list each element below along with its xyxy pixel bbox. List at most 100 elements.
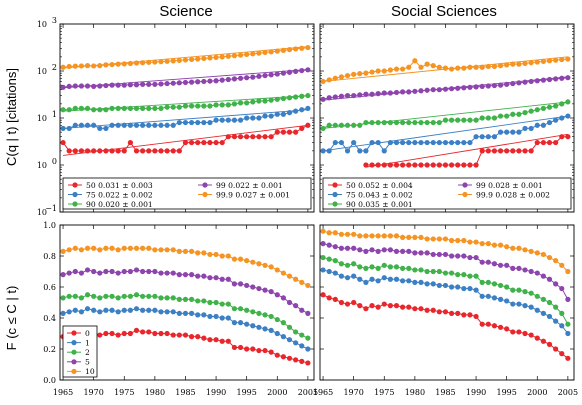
data-point xyxy=(448,237,455,244)
data-point xyxy=(540,310,546,316)
data-point xyxy=(393,303,400,309)
data-point xyxy=(497,82,504,88)
data-point xyxy=(231,256,238,262)
data-point xyxy=(256,310,262,316)
data-point xyxy=(78,83,85,89)
y-tick-label: 0.0 xyxy=(43,376,56,385)
data-point xyxy=(565,113,571,119)
data-point xyxy=(448,270,455,276)
data-point xyxy=(369,162,375,168)
data-point xyxy=(66,83,72,90)
data-point xyxy=(60,310,66,316)
data-point xyxy=(262,113,268,119)
data-point xyxy=(274,71,280,77)
data-point xyxy=(344,245,351,251)
data-point xyxy=(546,58,553,64)
data-point xyxy=(115,332,121,338)
data-point xyxy=(299,307,305,313)
plot-frame xyxy=(59,23,315,213)
legend-swatch-marker xyxy=(462,191,468,198)
data-point xyxy=(146,268,152,275)
data-point xyxy=(109,293,115,299)
data-point xyxy=(66,148,72,154)
plot-frame xyxy=(59,224,315,381)
data-point xyxy=(546,341,553,347)
data-point xyxy=(188,103,195,109)
data-point xyxy=(406,248,412,254)
data-point xyxy=(412,119,418,126)
data-point xyxy=(497,148,504,154)
data-point xyxy=(176,119,182,126)
data-point xyxy=(250,99,256,105)
data-point xyxy=(320,292,326,298)
data-point xyxy=(140,81,146,87)
data-point xyxy=(534,270,540,276)
data-point xyxy=(286,95,293,101)
data-point xyxy=(381,262,387,268)
data-point xyxy=(213,102,219,108)
data-point xyxy=(430,87,436,93)
data-point xyxy=(213,313,219,320)
y-tick-label: 10 xyxy=(37,161,47,170)
data-point xyxy=(504,81,510,87)
data-point xyxy=(237,320,244,326)
data-point xyxy=(286,273,293,279)
data-point xyxy=(363,70,369,76)
data-point xyxy=(473,64,479,70)
data-point xyxy=(244,115,250,121)
data-point xyxy=(103,125,109,132)
data-point xyxy=(369,247,375,253)
legend-label-99: 99 0.028 ± 0.001 xyxy=(476,181,543,190)
data-point xyxy=(412,139,418,146)
data-point xyxy=(244,51,250,58)
data-point xyxy=(91,307,97,313)
data-point xyxy=(344,72,351,79)
data-point xyxy=(176,104,182,110)
data-point xyxy=(344,301,351,307)
data-point xyxy=(406,304,412,310)
data-point xyxy=(268,313,274,320)
data-point xyxy=(195,312,201,318)
x-tick-label: 1970 xyxy=(83,388,103,397)
data-point xyxy=(320,148,326,154)
data-point xyxy=(479,83,485,90)
data-point xyxy=(559,134,565,140)
x-tick-label: 1985 xyxy=(435,388,455,397)
data-point xyxy=(84,306,91,312)
data-point xyxy=(473,254,479,261)
data-point xyxy=(473,134,479,140)
data-point xyxy=(97,332,103,338)
data-point xyxy=(491,115,498,121)
data-point xyxy=(164,330,170,337)
data-point xyxy=(256,115,262,121)
data-point xyxy=(424,236,430,242)
data-point xyxy=(244,282,250,289)
data-point xyxy=(121,245,127,251)
data-point xyxy=(152,330,158,337)
x-tick-label: 2005 xyxy=(558,388,578,397)
data-point xyxy=(188,334,195,340)
data-point xyxy=(97,83,103,89)
data-point xyxy=(72,245,78,251)
data-point xyxy=(176,248,182,254)
data-point xyxy=(534,59,540,65)
data-point xyxy=(418,250,424,256)
data-point xyxy=(326,268,332,275)
data-point xyxy=(424,139,430,146)
data-point xyxy=(219,338,225,344)
data-point xyxy=(286,299,293,306)
data-point xyxy=(522,303,528,309)
data-point xyxy=(244,321,250,327)
data-point xyxy=(195,56,201,62)
data-point xyxy=(559,351,565,357)
data-point xyxy=(473,239,479,245)
data-point xyxy=(461,139,467,146)
data-point xyxy=(225,301,231,307)
data-point xyxy=(164,309,170,315)
data-point xyxy=(97,148,103,154)
data-point xyxy=(436,119,442,126)
data-point xyxy=(60,272,66,278)
data-point xyxy=(467,239,473,245)
data-point xyxy=(72,293,78,299)
